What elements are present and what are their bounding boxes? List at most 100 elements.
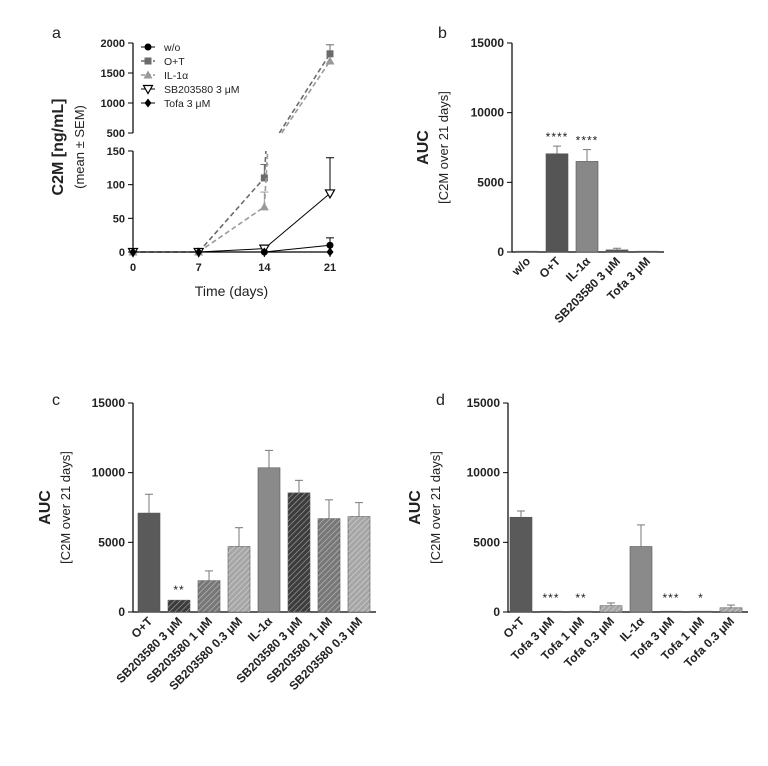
y-tick-label: 50 — [113, 213, 125, 225]
y-tick-label: 150 — [107, 146, 125, 158]
data-point — [326, 241, 334, 249]
bar-hatch — [288, 492, 310, 612]
series-line-3 — [198, 248, 265, 253]
group-label: + IL-1α — [636, 0, 674, 3]
series-line-2 — [198, 206, 265, 253]
data-point — [259, 202, 269, 211]
y-tick-label: 10000 — [92, 466, 126, 480]
data-point — [324, 189, 336, 200]
y-tick-label: 5000 — [477, 175, 504, 189]
series-line-2 — [281, 60, 331, 134]
x-axis-label: Time (days) — [195, 283, 268, 299]
y-axis-label: AUC — [407, 490, 424, 525]
bar — [569, 610, 593, 613]
legend-label: O+T — [164, 56, 185, 68]
y-tick-label: 10000 — [467, 466, 501, 480]
legend-marker — [142, 84, 154, 95]
significance-label: * — [698, 591, 704, 605]
bar — [629, 546, 653, 613]
bar-hatch — [198, 580, 220, 612]
y-tick-label: 15000 — [467, 396, 501, 410]
y-tick-label: 5000 — [473, 535, 500, 549]
legend-label: Tofa 3 μM — [164, 98, 210, 110]
bar — [257, 467, 281, 613]
group-label: +O+T — [144, 0, 175, 3]
bar-hatch — [600, 605, 622, 612]
y-axis-label: C2M [ng/mL] — [50, 99, 67, 196]
panel-a-letter: a — [52, 25, 61, 42]
series-line-2 — [263, 150, 269, 207]
panel-c-letter: c — [52, 392, 60, 409]
panel-d-letter: d — [436, 392, 445, 409]
y-axis-label: AUC — [37, 490, 54, 525]
bar — [509, 516, 533, 613]
significance-label: **** — [546, 130, 569, 144]
group-label: +O+T — [516, 0, 547, 3]
bar-hatch — [720, 607, 742, 612]
panel-d-bar-chart: 0 5000 10000 15000 AUC [C2M over 21 days] O+T *… — [407, 0, 748, 670]
data-point — [325, 56, 335, 65]
y-axis-label: AUC — [415, 130, 432, 165]
x-tick-label: 0 — [130, 262, 136, 274]
y-tick-label: 2000 — [101, 38, 125, 50]
panel-b-bar-chart: 0 5000 10000 15000 AUC [C2M over 21 days] w/o *… — [415, 36, 664, 326]
significance-label: *** — [542, 591, 559, 605]
bar — [635, 250, 659, 253]
x-tick-label: 7 — [196, 262, 202, 274]
bar-hatch — [318, 518, 340, 612]
legend-label: IL-1α — [164, 70, 188, 82]
panel-b-letter: b — [438, 25, 447, 42]
x-tick-label: O+T — [536, 254, 563, 281]
significance-label: **** — [576, 134, 599, 148]
data-point — [260, 174, 268, 182]
legend-marker — [144, 98, 152, 108]
bar — [605, 249, 629, 253]
significance-label: ** — [173, 583, 184, 597]
bar-hatch — [348, 516, 370, 612]
data-point — [129, 247, 137, 257]
series-line-1 — [278, 53, 331, 134]
data-point — [195, 247, 203, 257]
y-tick-label: 0 — [119, 247, 125, 259]
y-tick-label: 500 — [107, 128, 125, 140]
y-tick-label: 10000 — [471, 106, 505, 120]
y-tick-label: 0 — [497, 245, 504, 259]
significance-label: *** — [662, 591, 679, 605]
x-tick-label: 21 — [324, 262, 336, 274]
series-line-1 — [198, 177, 265, 253]
legend-marker — [144, 57, 152, 65]
bar — [545, 153, 569, 253]
x-tick-label: w/o — [508, 254, 533, 279]
bar — [575, 161, 599, 253]
bar — [659, 610, 683, 613]
x-tick-label: 14 — [258, 262, 271, 274]
data-point — [326, 50, 334, 58]
data-point — [260, 247, 268, 257]
y-tick-label: 0 — [118, 605, 125, 619]
bar-hatch — [168, 600, 190, 612]
data-point — [326, 247, 334, 257]
legend-marker — [143, 70, 153, 79]
bar-hatch — [228, 546, 250, 612]
series-line-3 — [264, 193, 331, 250]
legend-label: SB203580 3 μM — [164, 84, 240, 96]
bar — [689, 610, 713, 613]
y-axis-sublabel: [C2M over 21 days] — [428, 451, 443, 564]
series-line-0 — [264, 244, 331, 253]
legend-marker — [144, 43, 152, 51]
y-axis-sublabel: [C2M over 21 days] — [436, 91, 451, 204]
y-tick-label: 15000 — [471, 36, 505, 50]
bar — [515, 250, 539, 253]
panel-a-line-chart: 0 50 100 150 500 1000 1500 2000 0 7 14 21 Time (days… — [50, 38, 336, 299]
y-tick-label: 100 — [107, 180, 125, 192]
y-tick-label: 0 — [493, 605, 500, 619]
y-tick-label: 1000 — [101, 98, 125, 110]
y-axis-sublabel: (mean ± SEM) — [72, 105, 87, 189]
bar — [137, 512, 161, 613]
bar — [539, 610, 563, 613]
y-tick-label: 15000 — [92, 396, 126, 410]
group-label: + IL-1α — [234, 0, 272, 3]
y-axis-sublabel: [C2M over 21 days] — [58, 451, 73, 564]
significance-label: ** — [575, 591, 586, 605]
